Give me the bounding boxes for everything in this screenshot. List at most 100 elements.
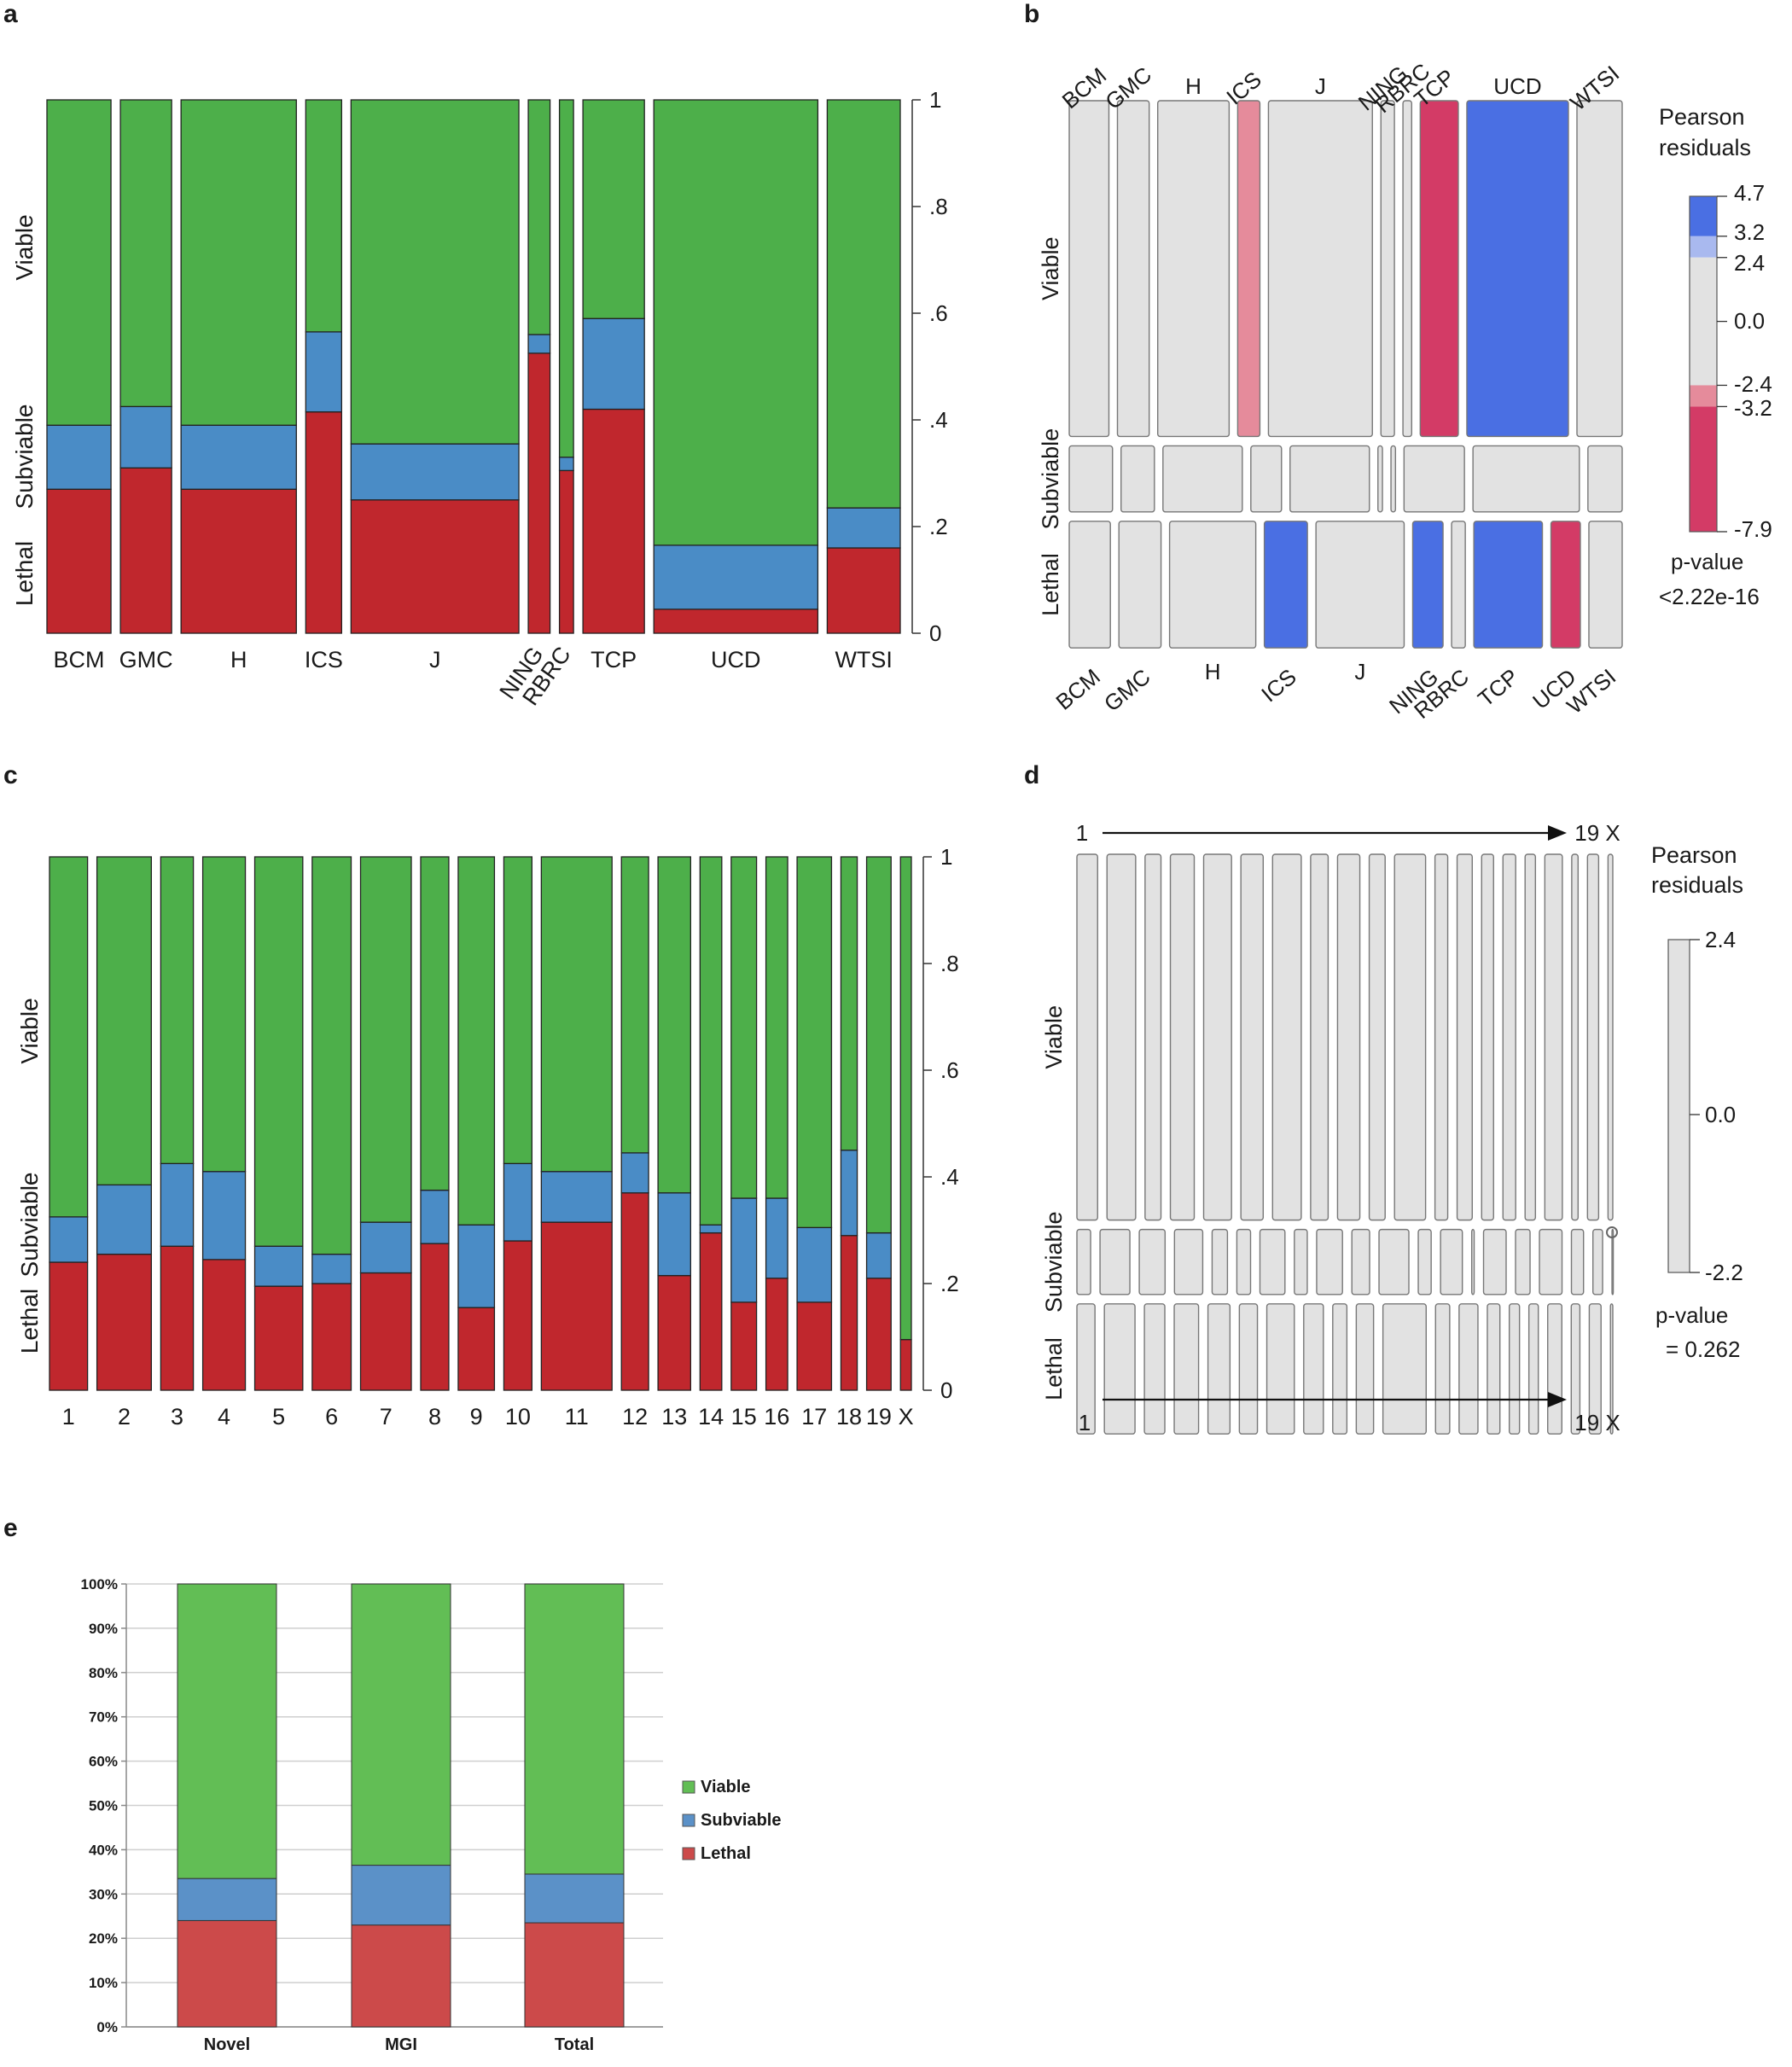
y-group-label-c-viable: Viable <box>16 998 43 1063</box>
tile-d-viable-4 <box>1202 853 1232 1221</box>
y-tick-label-a: 0 <box>929 620 941 646</box>
bar-c-viable-18 <box>840 856 858 1151</box>
bar-c-lethal-2 <box>96 1253 153 1391</box>
tile-b-lethal-8 <box>1550 521 1581 649</box>
x-tick-label-c-14: 14 <box>698 1404 724 1429</box>
legend-swatch-e-subviable <box>682 1814 695 1827</box>
x-tick-label-c-6: 6 <box>325 1404 338 1429</box>
bar-c-subviable-5 <box>253 1245 304 1287</box>
bottom-label-b-j: J <box>1354 659 1365 684</box>
bar-c-lethal-19 <box>865 1278 892 1391</box>
tile-b-viable-8 <box>1466 100 1569 438</box>
bar-a-viable-rbrc <box>558 99 574 458</box>
bar-c-lethal-1 <box>49 1261 89 1391</box>
y-tick-label-a: .2 <box>929 514 948 539</box>
tile-d-viable-10 <box>1393 853 1427 1221</box>
tile-d-subviable-13 <box>1470 1228 1475 1296</box>
bar-c-viable-10 <box>503 856 533 1165</box>
tile-d-subviable-6 <box>1259 1228 1286 1296</box>
bar-a-lethal-rbrc <box>558 469 574 634</box>
y-tick-label-e: 40% <box>89 1842 118 1858</box>
bar-c-subviable-10 <box>503 1162 533 1242</box>
bar-a-lethal-ning <box>527 352 551 634</box>
bar-c-viable-19 <box>865 856 892 1234</box>
top-arrow-end-d: 19 X <box>1574 820 1620 846</box>
tile-d-viable-14 <box>1502 853 1516 1221</box>
tile-d-viable-13 <box>1481 853 1494 1221</box>
tile-d-viable-1 <box>1106 853 1137 1221</box>
tile-d-subviable-5 <box>1236 1228 1252 1296</box>
legend-tick-label-d: 2.4 <box>1705 927 1736 952</box>
tile-d-viable-19 <box>1607 853 1614 1221</box>
y-group-label-d-subviable: Subviable <box>1041 1211 1067 1313</box>
y-tick-label-e: 100% <box>81 1576 118 1592</box>
x-tick-label-e-novel: Novel <box>204 2035 250 2054</box>
chart-d: Viable Subviable Lethal 1 19 X 1 19 X Pearson re… <box>1041 820 1743 1435</box>
x-tick-label-a-ucd: UCD <box>711 647 761 673</box>
tile-b-subviable-8 <box>1472 445 1580 513</box>
y-tick-label-a: 1 <box>929 87 941 113</box>
tile-b-subviable-2 <box>1162 445 1243 513</box>
bar-c-viable-4 <box>201 856 247 1173</box>
tile-b-subviable-7 <box>1403 445 1465 513</box>
tile-d-subviable-12 <box>1440 1228 1463 1296</box>
tile-d-lethal-18 <box>1588 1303 1602 1435</box>
bar-e-subviable-mgi <box>351 1865 451 1926</box>
tile-d-subviable-15 <box>1515 1228 1531 1296</box>
legend-tick-label-d: -2.2 <box>1705 1260 1743 1285</box>
bar-c-lethal-15 <box>730 1301 758 1391</box>
bottom-label-b-gmc: GMC <box>1099 664 1155 717</box>
bar-a-subviable-rbrc <box>558 457 574 472</box>
bar-e-lethal-total <box>524 1922 625 2028</box>
bar-a-subviable-gmc <box>119 405 172 469</box>
bar-c-subviable-2 <box>96 1184 153 1255</box>
y-tick-label-e: 0% <box>96 2019 118 2035</box>
y-tick-label-c: .2 <box>940 1271 959 1296</box>
tile-b-viable-0 <box>1068 100 1110 438</box>
x-tick-label-c-8: 8 <box>428 1404 441 1429</box>
bar-c-viable-6 <box>311 856 352 1255</box>
legend-label-e-subviable: Subviable <box>701 1811 781 1830</box>
tile-d-viable-9 <box>1368 853 1386 1221</box>
legend-tick-label-b: 0.0 <box>1734 308 1765 334</box>
tile-d-lethal-9 <box>1355 1303 1375 1435</box>
tile-d-subviable-2 <box>1138 1228 1167 1296</box>
y-tick-label-c: 1 <box>940 844 952 870</box>
legend-tick-label-d: 0.0 <box>1705 1102 1736 1127</box>
x-tick-label-c-4: 4 <box>218 1404 230 1429</box>
bar-c-subviable-16 <box>765 1197 788 1279</box>
bar-c-lethal-5 <box>253 1285 304 1391</box>
x-tick-label-c-2: 2 <box>118 1404 131 1429</box>
tile-d-subviable-1 <box>1099 1228 1131 1296</box>
tile-b-viable-4 <box>1267 100 1373 438</box>
bar-c-lethal-10 <box>503 1240 533 1391</box>
legend-tick-label-b: -3.2 <box>1734 395 1772 421</box>
bottom-arrow-start-d: 1 <box>1079 1410 1091 1435</box>
tile-d-lethal-0 <box>1076 1303 1096 1435</box>
bar-c-viable-8 <box>420 856 450 1191</box>
bar-c-viable-12 <box>620 856 649 1154</box>
x-tick-label-c-7: 7 <box>380 1404 393 1429</box>
tile-d-subviable-18 <box>1592 1228 1603 1296</box>
panel-label-d: d <box>1024 761 1039 789</box>
tile-d-subviable-8 <box>1316 1228 1343 1296</box>
legend-bar-d <box>1667 939 1690 1273</box>
x-tick-label-a-j: J <box>429 647 441 673</box>
top-label-b-j: J <box>1315 73 1326 99</box>
panel-label-b: b <box>1024 0 1039 28</box>
y-group-label-a-subviable: Subviable <box>11 405 38 509</box>
tile-b-viable-6 <box>1402 100 1413 438</box>
tile-d-lethal-14 <box>1508 1303 1521 1435</box>
tile-d-lethal-11 <box>1434 1303 1451 1435</box>
bar-c-subviable-1 <box>49 1216 89 1263</box>
legend-label-e-lethal: Lethal <box>701 1844 751 1863</box>
x-tick-label-a-tcp: TCP <box>591 647 637 673</box>
tile-b-subviable-9 <box>1587 445 1623 513</box>
tile-b-lethal-1 <box>1118 521 1162 649</box>
bar-a-subviable-ics <box>305 331 342 413</box>
tile-d-subviable-14 <box>1482 1228 1507 1296</box>
tile-d-viable-12 <box>1456 853 1473 1221</box>
y-tick-label-a: .8 <box>929 194 948 219</box>
x-tick-label-a-h: H <box>230 647 247 673</box>
x-tick-label-e-mgi: MGI <box>385 2035 417 2054</box>
